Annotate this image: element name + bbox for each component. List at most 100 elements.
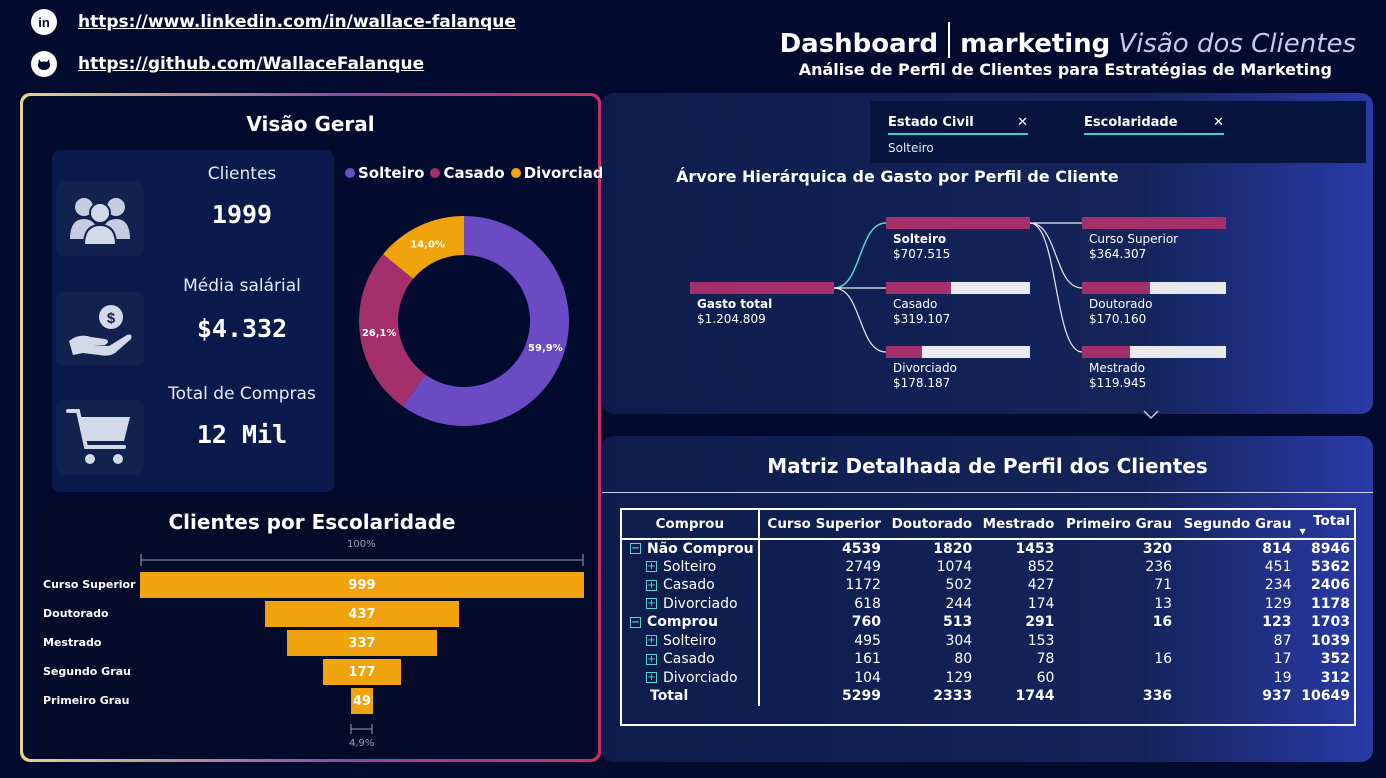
matrix-row-header[interactable]: + Divorciado: [622, 594, 760, 613]
expand-icon[interactable]: +: [646, 579, 657, 591]
tree-node[interactable]: [1082, 346, 1226, 358]
matrix-column-header[interactable]: Comprou: [622, 510, 760, 540]
expand-icon[interactable]: +: [646, 672, 657, 684]
matrix-panel: Matriz Detalhada de Perfil dos Clientes …: [602, 436, 1373, 762]
close-icon[interactable]: ✕: [1017, 115, 1028, 130]
matrix-cell: 2406: [1311, 577, 1350, 594]
matrix-cell: 234: [1264, 577, 1292, 594]
matrix-cell: 502: [945, 577, 973, 594]
linkedin-link[interactable]: https://www.linkedin.com/in/wallace-fala…: [78, 12, 516, 32]
matrix-cell: 2333: [933, 688, 973, 705]
expand-icon[interactable]: +: [646, 561, 657, 573]
matrix-row-label: Divorciado: [663, 595, 738, 612]
legend-dot: [430, 168, 441, 178]
tree-node[interactable]: [886, 217, 1030, 229]
tree-node-label: Mestrado $119.945: [1089, 361, 1146, 391]
matrix-column-header[interactable]: Doutorado: [884, 510, 977, 540]
tree-node-value: $364.307: [1089, 247, 1147, 261]
collapse-icon[interactable]: −: [630, 543, 641, 555]
funnel-label: Mestrado: [43, 636, 102, 649]
chevron-down-icon[interactable]: [1142, 409, 1160, 421]
expand-icon[interactable]: +: [646, 635, 657, 647]
matrix-row: − Comprou 760 513 291 16 123 1703: [622, 613, 1354, 632]
tree-node-value: $119.945: [1089, 376, 1147, 390]
funnel-bar[interactable]: 177: [322, 659, 402, 685]
matrix-column-header[interactable]: Total ▼: [1295, 510, 1354, 540]
sort-desc-icon[interactable]: ▼: [1299, 527, 1306, 536]
funnel-top-bracket: [140, 554, 584, 566]
filter-estado-civil[interactable]: Estado Civil ✕ Solteiro: [888, 115, 1028, 155]
funnel-bar[interactable]: 999: [140, 572, 584, 598]
matrix-row-header[interactable]: + Casado: [622, 576, 760, 595]
linkedin-icon: in: [30, 8, 58, 36]
matrix-column-header[interactable]: Curso Superior: [758, 510, 885, 540]
linkedin-link-row: in https://www.linkedin.com/in/wallace-f…: [30, 8, 516, 36]
matrix-column-header[interactable]: Segundo Grau: [1176, 510, 1296, 540]
matrix-row-header[interactable]: − Não Comprou: [622, 539, 760, 558]
matrix-cell: 336: [1142, 688, 1173, 705]
matrix-cell: 304: [945, 632, 973, 649]
matrix-row-header[interactable]: + Divorciado: [622, 668, 760, 687]
matrix-cell: 291: [1025, 614, 1055, 631]
close-icon[interactable]: ✕: [1213, 115, 1224, 130]
collapse-icon[interactable]: −: [630, 616, 641, 628]
svg-text:in: in: [38, 15, 50, 30]
matrix-cell: 937: [1262, 688, 1292, 705]
legend-item-solteiro[interactable]: Solteiro: [345, 164, 424, 182]
kpi-salario-value: $4.332: [196, 314, 288, 343]
matrix-cell: 1744: [1015, 688, 1055, 705]
matrix-row-header[interactable]: + Solteiro: [622, 631, 760, 650]
funnel-bar[interactable]: 49: [351, 688, 373, 714]
matrix-cell: 16: [1154, 651, 1173, 668]
matrix-row-header[interactable]: − Comprou: [622, 613, 760, 632]
matrix-row-header[interactable]: + Casado: [622, 650, 760, 669]
tree-node-label: Doutorado $170.160: [1089, 297, 1152, 327]
title-separator: [948, 22, 951, 58]
tree-node-label: Casado $319.107: [893, 297, 950, 327]
donut-legend: Solteiro Casado Divorciado: [345, 164, 614, 182]
kpi-compras-value: 12 Mil: [196, 420, 288, 449]
funnel-bar[interactable]: 337: [287, 630, 437, 656]
tree-node-fill: [886, 217, 1030, 229]
matrix-cell: 1820: [933, 540, 973, 557]
donut-slice-casado[interactable]: [359, 254, 426, 407]
matrix-cell: 8946: [1311, 540, 1350, 557]
matrix-cell: 1074: [936, 558, 973, 575]
tree-node[interactable]: [886, 346, 1030, 358]
title-visao: Visão dos Clientes: [1118, 29, 1356, 59]
donut-chart[interactable]: 59,9% 26,1% 14,0%: [359, 216, 589, 426]
tree-node[interactable]: [1082, 217, 1226, 229]
expand-icon[interactable]: +: [646, 653, 657, 665]
kpi-clientes-label: Clientes: [207, 164, 277, 184]
matrix-divider: [602, 492, 1373, 493]
matrix-row-label: Solteiro: [663, 558, 717, 575]
tree-node-root[interactable]: [690, 282, 834, 294]
matrix-row: + Solteiro 495 304 153 87 1039: [622, 631, 1354, 650]
matrix-cell: 71: [1154, 577, 1173, 594]
legend-label: Divorciado: [523, 164, 614, 182]
matrix-row-header: Total: [622, 687, 760, 706]
matrix-cell: 4539: [842, 540, 881, 557]
tree-node-name: Doutorado: [1089, 297, 1153, 311]
legend-item-divorciado[interactable]: Divorciado: [510, 164, 614, 182]
expand-icon[interactable]: +: [646, 598, 657, 610]
matrix-table-container: Comprou Curso Superior Doutorado Mestrado Pr…: [620, 508, 1356, 726]
filter-estado-civil-title: Estado Civil: [888, 115, 974, 130]
donut-slice-solteiro[interactable]: [402, 216, 569, 426]
matrix-column-header[interactable]: Primeiro Grau: [1058, 510, 1177, 540]
dashboard-title: Dashboard marketing Visão dos Clientes: [780, 16, 1356, 59]
decomposition-tree-panel: Estado Civil ✕ Solteiro Escolaridade ✕ Árv…: [602, 93, 1373, 420]
legend-item-casado[interactable]: Casado: [430, 164, 505, 182]
matrix-column-header[interactable]: Mestrado: [976, 510, 1059, 540]
matrix-row-label: Comprou: [647, 614, 718, 631]
matrix-row-label: Casado: [663, 577, 715, 594]
tree-node-fill: [1082, 346, 1130, 358]
matrix-row-header[interactable]: + Solteiro: [622, 557, 760, 576]
funnel-bar[interactable]: 437: [264, 601, 460, 627]
tree-node[interactable]: [1082, 282, 1226, 294]
tree-node[interactable]: [886, 282, 1030, 294]
filter-escolaridade[interactable]: Escolaridade ✕: [1084, 115, 1224, 141]
donut-slice-divorciado[interactable]: [383, 216, 464, 279]
github-link[interactable]: https://github.com/WallaceFalanque: [78, 54, 425, 74]
funnel-bottom-pct: 4,9%: [349, 738, 375, 749]
